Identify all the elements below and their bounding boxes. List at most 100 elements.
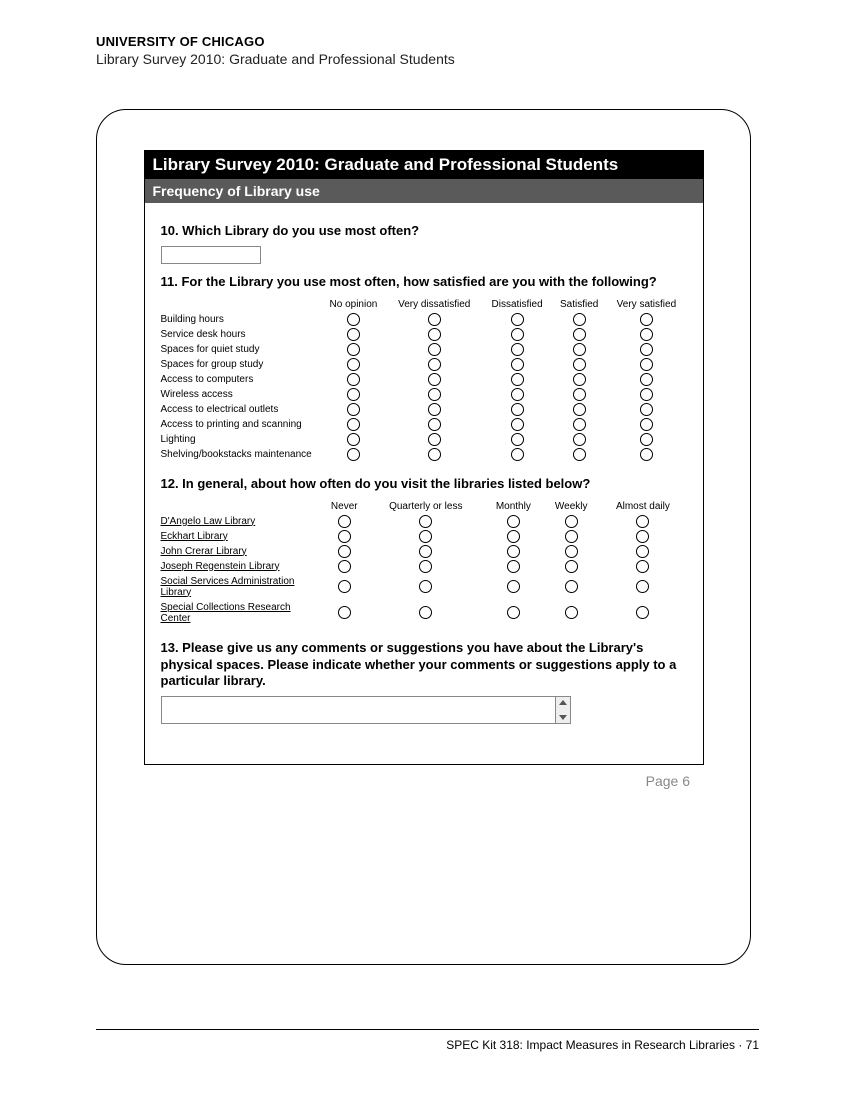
radio-option[interactable] (511, 373, 524, 386)
radio-option[interactable] (573, 403, 586, 416)
radio-option[interactable] (338, 515, 351, 528)
radio-option[interactable] (419, 530, 432, 543)
radio-option[interactable] (636, 606, 649, 619)
radio-option[interactable] (347, 358, 360, 371)
radio-option[interactable] (419, 606, 432, 619)
radio-option[interactable] (640, 433, 653, 446)
row-label: Spaces for quiet study (161, 342, 321, 357)
row-label-link[interactable]: Social Services Administration Library (161, 574, 321, 600)
radio-option[interactable] (338, 530, 351, 543)
radio-option[interactable] (573, 418, 586, 431)
radio-option[interactable] (565, 580, 578, 593)
radio-option[interactable] (419, 545, 432, 558)
radio-option[interactable] (428, 448, 441, 461)
radio-option[interactable] (347, 433, 360, 446)
radio-option[interactable] (573, 433, 586, 446)
radio-option[interactable] (565, 560, 578, 573)
radio-option[interactable] (419, 515, 432, 528)
radio-option[interactable] (428, 358, 441, 371)
survey-frame: Library Survey 2010: Graduate and Profes… (96, 109, 751, 965)
radio-option[interactable] (338, 606, 351, 619)
radio-option[interactable] (573, 358, 586, 371)
radio-option[interactable] (347, 313, 360, 326)
radio-option[interactable] (507, 606, 520, 619)
radio-option[interactable] (511, 433, 524, 446)
radio-option[interactable] (419, 560, 432, 573)
radio-option[interactable] (511, 418, 524, 431)
radio-option[interactable] (428, 388, 441, 401)
question-11-matrix: No opinionVery dissatisfiedDissatisfiedS… (161, 297, 687, 462)
radio-option[interactable] (640, 448, 653, 461)
radio-option[interactable] (338, 545, 351, 558)
radio-option[interactable] (338, 560, 351, 573)
radio-option[interactable] (507, 530, 520, 543)
radio-option[interactable] (636, 545, 649, 558)
radio-option[interactable] (428, 343, 441, 356)
radio-option[interactable] (573, 388, 586, 401)
radio-option[interactable] (428, 418, 441, 431)
radio-option[interactable] (573, 448, 586, 461)
document-subtitle: Library Survey 2010: Graduate and Profes… (96, 51, 759, 67)
survey-panel: Library Survey 2010: Graduate and Profes… (144, 150, 704, 765)
radio-option[interactable] (507, 545, 520, 558)
radio-option[interactable] (573, 343, 586, 356)
radio-option[interactable] (565, 515, 578, 528)
radio-option[interactable] (640, 418, 653, 431)
survey-body: 10. Which Library do you use most often?… (145, 203, 703, 764)
radio-option[interactable] (338, 580, 351, 593)
radio-option[interactable] (347, 343, 360, 356)
row-label-link[interactable]: Special Collections Research Center (161, 600, 321, 626)
radio-option[interactable] (428, 433, 441, 446)
row-label-link[interactable]: Joseph Regenstein Library (161, 559, 321, 574)
radio-option[interactable] (511, 343, 524, 356)
radio-option[interactable] (640, 403, 653, 416)
radio-option[interactable] (565, 606, 578, 619)
radio-option[interactable] (640, 343, 653, 356)
row-label-link[interactable]: John Crerar Library (161, 544, 321, 559)
radio-option[interactable] (511, 448, 524, 461)
comment-textarea[interactable] (161, 696, 556, 724)
radio-option[interactable] (511, 358, 524, 371)
radio-option[interactable] (636, 560, 649, 573)
survey-section-bar: Frequency of Library use (145, 179, 703, 203)
radio-option[interactable] (347, 448, 360, 461)
matrix-row: Shelving/bookstacks maintenance (161, 447, 687, 462)
radio-option[interactable] (507, 580, 520, 593)
survey-page-number: Page 6 (125, 773, 690, 789)
radio-option[interactable] (419, 580, 432, 593)
radio-option[interactable] (573, 328, 586, 341)
library-select[interactable] (161, 246, 261, 264)
matrix-row: Joseph Regenstein Library (161, 559, 687, 574)
row-label-link[interactable]: D'Angelo Law Library (161, 514, 321, 529)
radio-option[interactable] (347, 388, 360, 401)
radio-option[interactable] (636, 515, 649, 528)
radio-option[interactable] (347, 373, 360, 386)
radio-option[interactable] (428, 373, 441, 386)
radio-option[interactable] (565, 530, 578, 543)
row-label-link[interactable]: Eckhart Library (161, 529, 321, 544)
radio-option[interactable] (511, 328, 524, 341)
radio-option[interactable] (640, 313, 653, 326)
radio-option[interactable] (507, 515, 520, 528)
radio-option[interactable] (428, 313, 441, 326)
radio-option[interactable] (347, 403, 360, 416)
radio-option[interactable] (640, 388, 653, 401)
radio-option[interactable] (640, 373, 653, 386)
radio-option[interactable] (507, 560, 520, 573)
radio-option[interactable] (565, 545, 578, 558)
radio-option[interactable] (511, 403, 524, 416)
radio-option[interactable] (347, 418, 360, 431)
matrix-row: Special Collections Research Center (161, 600, 687, 626)
radio-option[interactable] (573, 313, 586, 326)
radio-option[interactable] (428, 328, 441, 341)
radio-option[interactable] (347, 328, 360, 341)
radio-option[interactable] (640, 358, 653, 371)
radio-option[interactable] (511, 388, 524, 401)
scrollbar-icon[interactable] (556, 696, 571, 724)
radio-option[interactable] (511, 313, 524, 326)
radio-option[interactable] (636, 580, 649, 593)
radio-option[interactable] (636, 530, 649, 543)
radio-option[interactable] (573, 373, 586, 386)
radio-option[interactable] (428, 403, 441, 416)
radio-option[interactable] (640, 328, 653, 341)
